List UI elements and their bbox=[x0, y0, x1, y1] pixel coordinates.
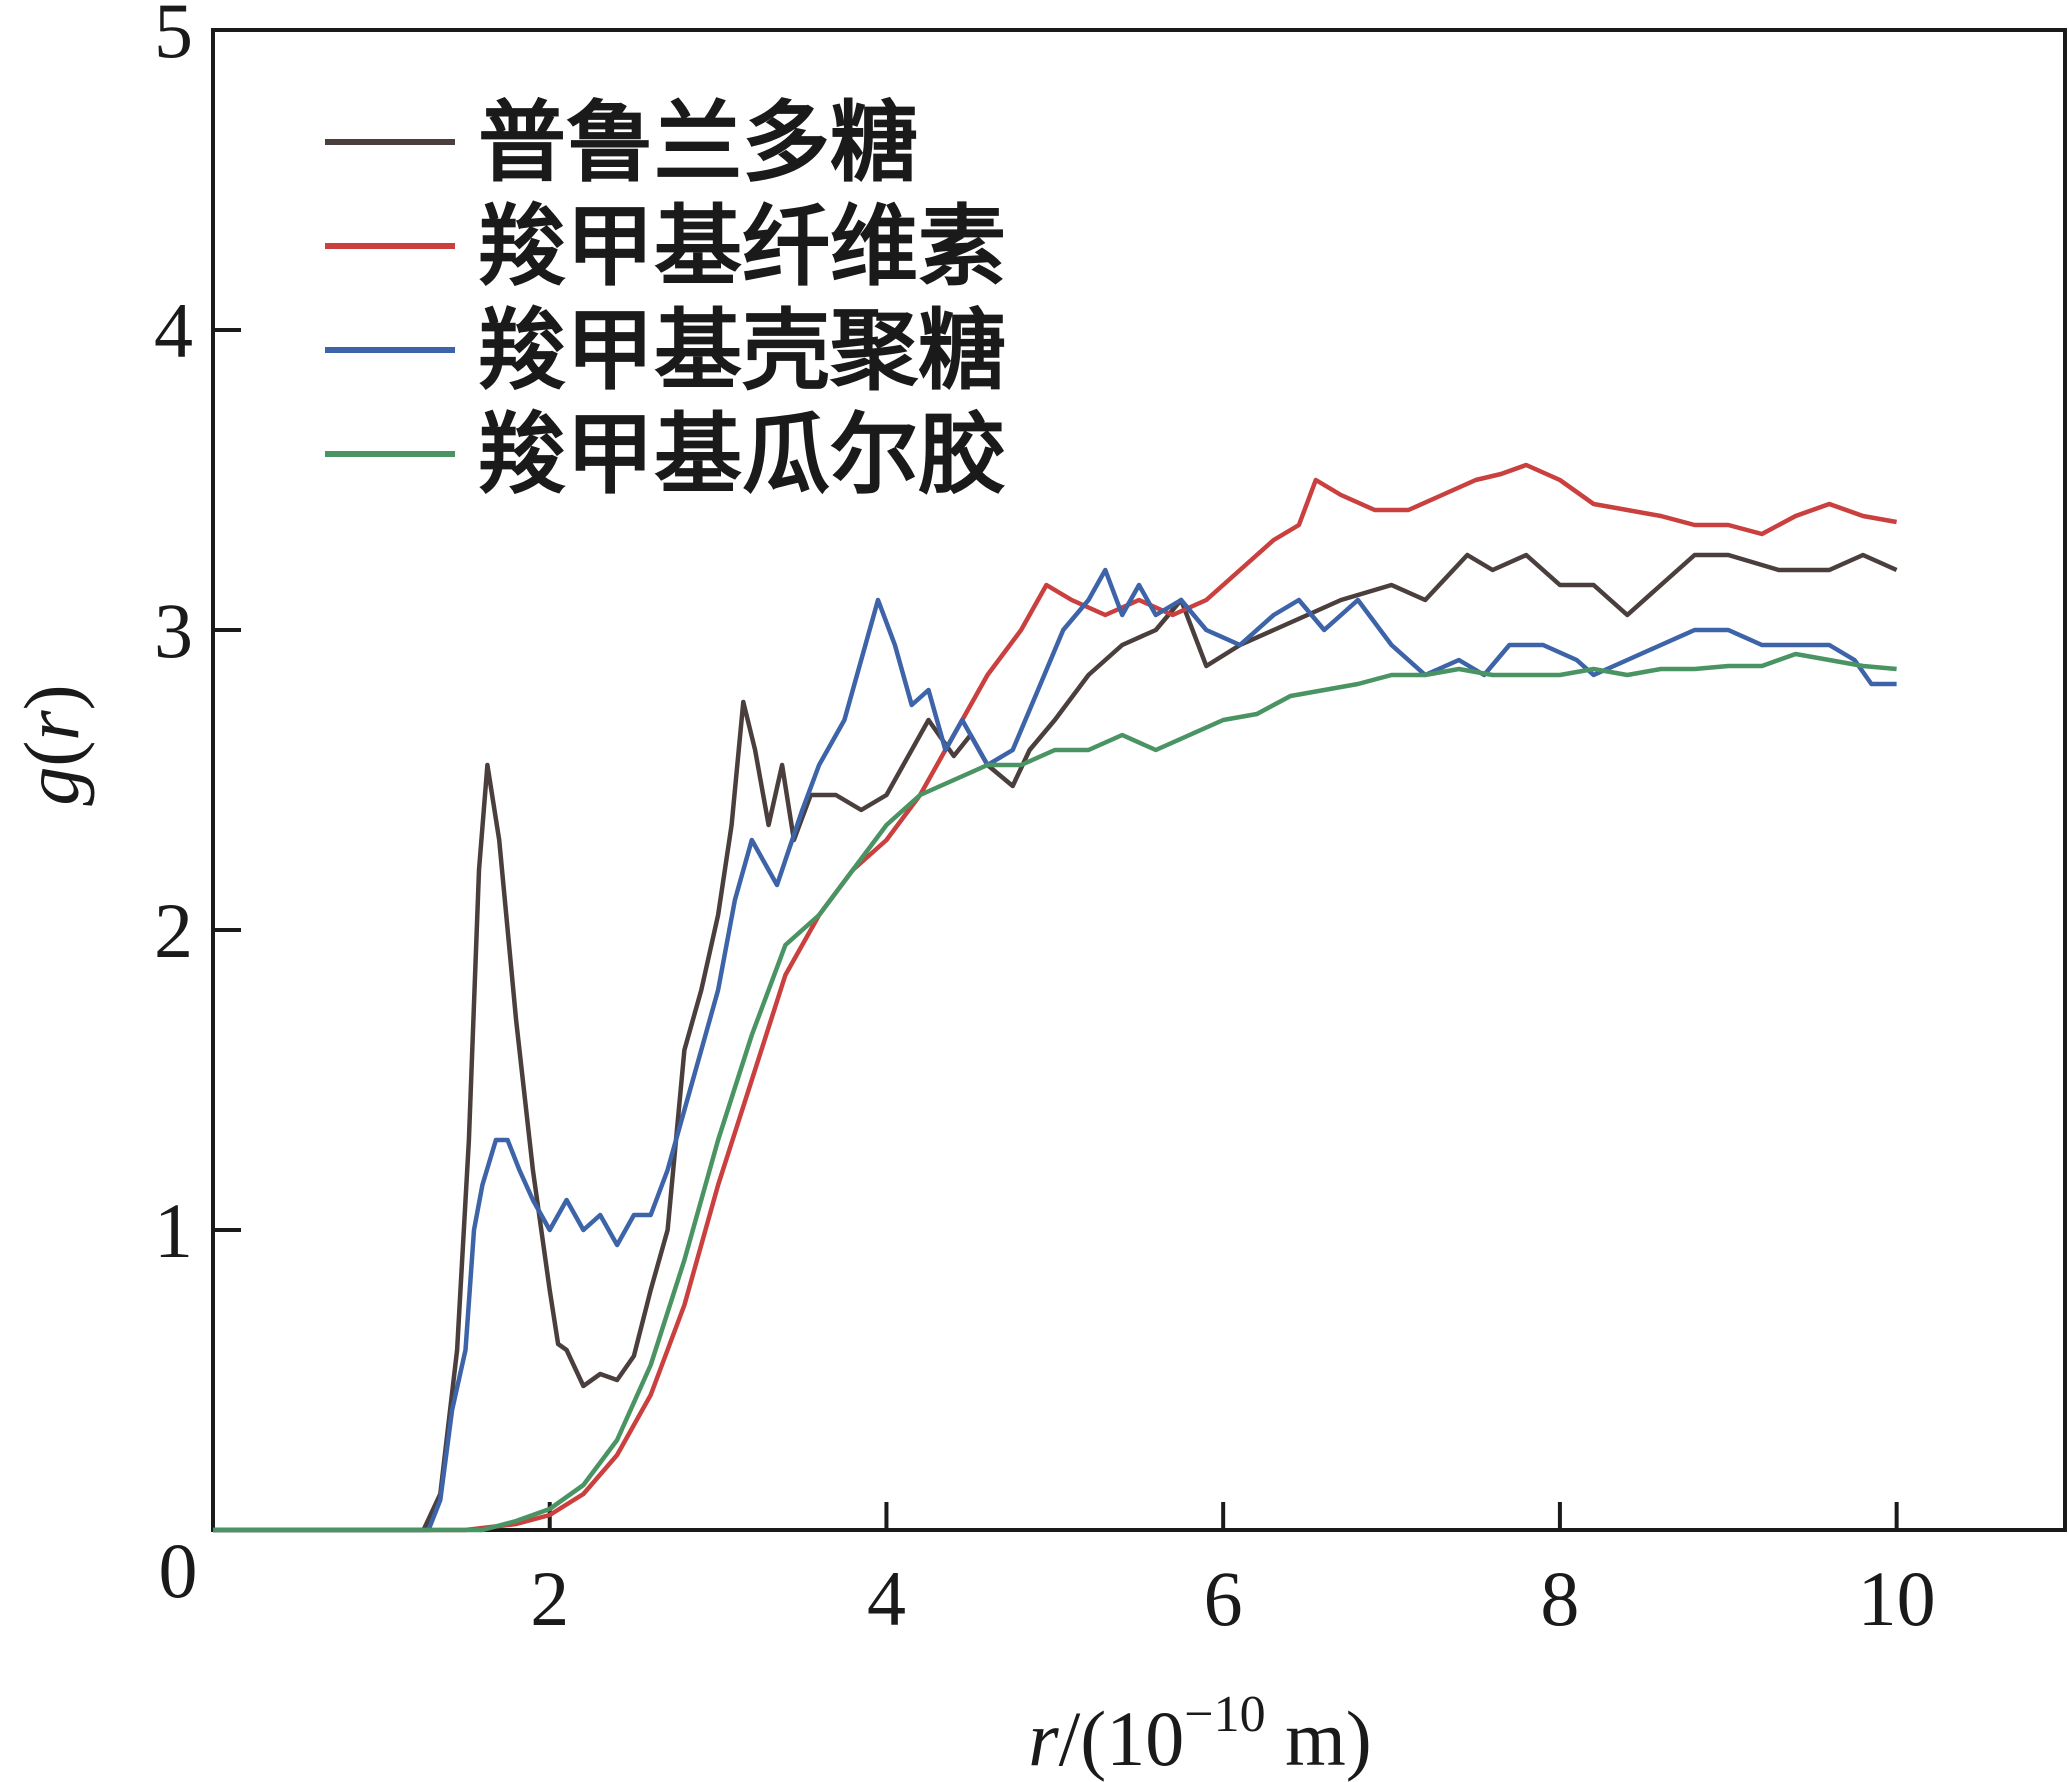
series-line bbox=[213, 552, 1898, 1533]
series-lines bbox=[213, 462, 1898, 1533]
x-tick-label: 4 bbox=[867, 1555, 906, 1642]
legend-label: 羧甲基纤维素 bbox=[478, 195, 1006, 298]
y-tick-label: 3 bbox=[154, 587, 193, 674]
x-axis-title-unit: m) bbox=[1266, 1695, 1372, 1782]
legend-label: 羧甲基壳聚糖 bbox=[478, 299, 1006, 402]
axis-ticks bbox=[213, 28, 1899, 1530]
y-tick-label: 1 bbox=[154, 1187, 193, 1274]
y-axis-title: g(r) bbox=[8, 684, 95, 805]
y-axis-title-var: r bbox=[8, 710, 95, 741]
series-line bbox=[213, 651, 1897, 1533]
y-tick-label: 5 bbox=[154, 0, 193, 74]
plot-frame bbox=[211, 28, 2067, 1532]
y-axis-title-close: ) bbox=[8, 684, 95, 710]
x-axis-title-exp: −10 bbox=[1184, 1686, 1265, 1743]
origin-label: 0 bbox=[159, 1527, 198, 1614]
series-line bbox=[213, 567, 1897, 1533]
series-line bbox=[213, 462, 1897, 1533]
legend-label: 普鲁兰多糖 bbox=[478, 91, 918, 194]
x-tick-label: 8 bbox=[1540, 1555, 1579, 1642]
x-tick-label: 10 bbox=[1858, 1555, 1936, 1642]
x-axis-title: r/(10−10 m) bbox=[1028, 1686, 1372, 1782]
y-tick-label: 2 bbox=[154, 887, 193, 974]
x-axis-title-var: r bbox=[1028, 1695, 1059, 1782]
x-axis-title-mid: /(10 bbox=[1059, 1695, 1185, 1782]
x-tick-label: 2 bbox=[530, 1555, 569, 1642]
y-axis-title-open: ( bbox=[8, 741, 95, 767]
y-axis-title-func: g bbox=[8, 767, 95, 806]
y-tick-label: 4 bbox=[154, 287, 193, 374]
x-tick-label: 6 bbox=[1204, 1555, 1243, 1642]
legend-label: 羧甲基瓜尔胶 bbox=[478, 403, 1006, 506]
